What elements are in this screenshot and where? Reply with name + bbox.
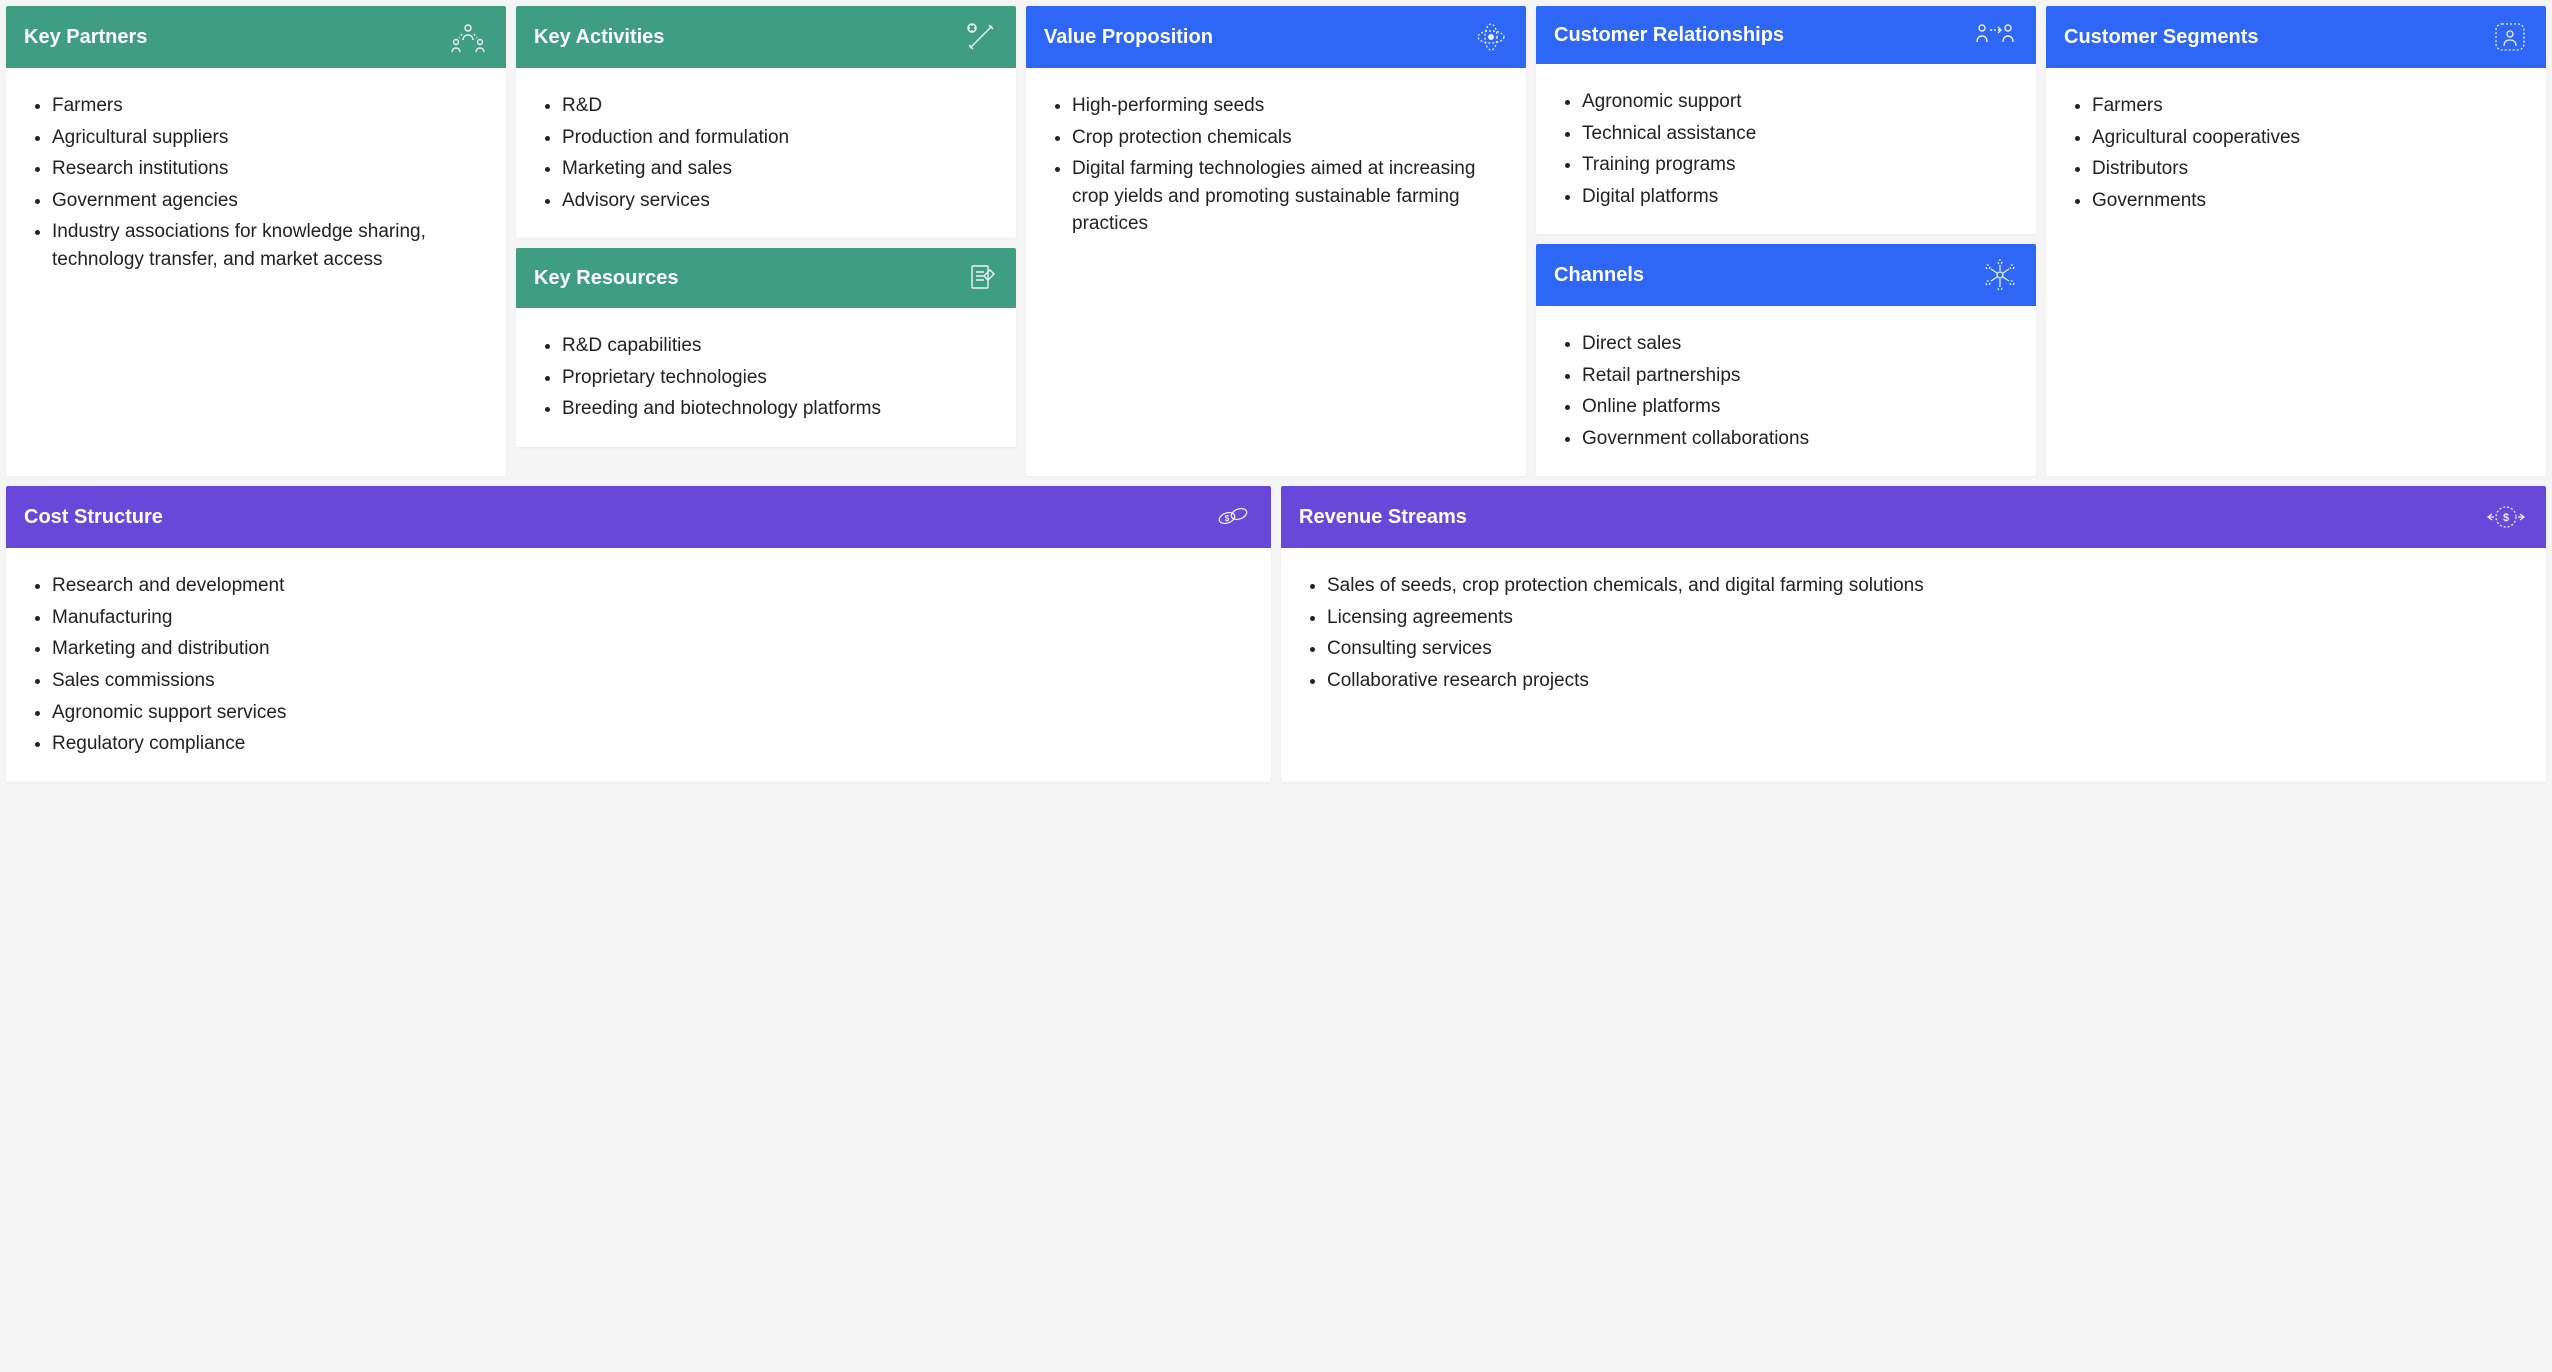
list-item: R&D capabilities (562, 332, 992, 360)
customer-relationships-header: Customer Relationships (1536, 6, 2036, 64)
segments-icon (2492, 20, 2528, 54)
list-item: Consulting services (1327, 635, 2522, 663)
svg-text:$: $ (2503, 512, 2509, 524)
key-partners-header: Key Partners (6, 6, 506, 68)
list-item: Manufacturing (52, 604, 1247, 632)
key-partners-card: Key Partners Farmers Agricultural suppli… (6, 6, 506, 476)
customer-segments-title: Customer Segments (2064, 26, 2259, 49)
bottom-row: Cost Structure $ Research and developmen… (6, 486, 2546, 781)
channels-title: Channels (1554, 264, 1644, 287)
list-item: Farmers (52, 92, 482, 120)
customer-segments-header: Customer Segments (2046, 6, 2546, 68)
channels-card: Channels Direct sales Retail partnershi (1536, 244, 2036, 476)
customer-relationships-list: Agronomic support Technical assistance T… (1560, 84, 2012, 214)
list-item: Sales commissions (52, 667, 1247, 695)
list-item: Government collaborations (1582, 425, 2012, 453)
list-item: Digital farming technologies aimed at in… (1072, 155, 1502, 238)
customer-relationships-title: Customer Relationships (1554, 24, 1784, 47)
revenue-streams-title: Revenue Streams (1299, 506, 1467, 529)
list-item: Crop protection chemicals (1072, 124, 1502, 152)
cost-structure-card: Cost Structure $ Research and developmen… (6, 486, 1271, 781)
key-resources-card: Key Resources R&D capabilities Proprieta… (516, 248, 1016, 447)
cost-structure-title: Cost Structure (24, 506, 163, 529)
list-item: Agricultural suppliers (52, 124, 482, 152)
list-item: Digital platforms (1582, 183, 2012, 211)
list-item: Sales of seeds, crop protection chemical… (1327, 572, 2522, 600)
key-resources-header: Key Resources (516, 248, 1016, 308)
value-proposition-card: Value Proposition High-performing seeds … (1026, 6, 1526, 476)
resources-icon (966, 262, 998, 294)
list-item: Governments (2092, 187, 2522, 215)
list-item: Production and formulation (562, 124, 992, 152)
key-partners-list: Farmers Agricultural suppliers Research … (30, 88, 482, 277)
cost-icon: $ (1213, 500, 1253, 534)
key-activities-header: Key Activities (516, 6, 1016, 68)
list-item: Distributors (2092, 155, 2522, 183)
list-item: Agronomic support (1582, 88, 2012, 116)
list-item: R&D (562, 92, 992, 120)
value-icon (1474, 20, 1508, 54)
relationships-icon (1972, 20, 2018, 50)
value-proposition-title: Value Proposition (1044, 26, 1213, 49)
activities-icon (964, 20, 998, 54)
cost-structure-list: Research and development Manufacturing M… (30, 568, 1247, 761)
list-item: Breeding and biotechnology platforms (562, 395, 992, 423)
list-item: Collaborative research projects (1327, 667, 2522, 695)
customer-segments-card: Customer Segments Farmers Agricultural c… (2046, 6, 2546, 476)
key-resources-list: R&D capabilities Proprietary technologie… (540, 328, 992, 427)
svg-text:$: $ (1225, 514, 1230, 523)
list-item: Marketing and distribution (52, 635, 1247, 663)
partners-icon (448, 20, 488, 54)
list-item: Research institutions (52, 155, 482, 183)
revenue-streams-list: Sales of seeds, crop protection chemical… (1305, 568, 2522, 698)
value-proposition-list: High-performing seeds Crop protection ch… (1050, 88, 1502, 242)
list-item: Training programs (1582, 151, 2012, 179)
relationships-channels-column: Customer Relationships Agronomic support… (1536, 6, 2036, 476)
list-item: Proprietary technologies (562, 364, 992, 392)
list-item: Industry associations for knowledge shar… (52, 218, 482, 273)
list-item: Farmers (2092, 92, 2522, 120)
list-item: Advisory services (562, 187, 992, 215)
key-activities-list: R&D Production and formulation Marketing… (540, 88, 992, 218)
revenue-icon: $ (2484, 500, 2528, 534)
list-item: Marketing and sales (562, 155, 992, 183)
channels-header: Channels (1536, 244, 2036, 306)
list-item: Retail partnerships (1582, 362, 2012, 390)
business-model-canvas: Key Partners Farmers Agricultural suppli… (6, 6, 2546, 782)
key-partners-title: Key Partners (24, 26, 147, 49)
list-item: Direct sales (1582, 330, 2012, 358)
customer-segments-list: Farmers Agricultural cooperatives Distri… (2070, 88, 2522, 218)
list-item: Regulatory compliance (52, 730, 1247, 758)
list-item: Online platforms (1582, 393, 2012, 421)
channels-icon (1982, 258, 2018, 292)
list-item: High-performing seeds (1072, 92, 1502, 120)
revenue-streams-card: Revenue Streams $ Sales of seeds, crop p… (1281, 486, 2546, 781)
list-item: Research and development (52, 572, 1247, 600)
customer-relationships-card: Customer Relationships Agronomic support… (1536, 6, 2036, 234)
key-activities-card: Key Activities R&D Production and formul… (516, 6, 1016, 238)
channels-list: Direct sales Retail partnerships Online … (1560, 326, 2012, 456)
activities-resources-column: Key Activities R&D Production and formul… (516, 6, 1016, 476)
list-item: Government agencies (52, 187, 482, 215)
list-item: Licensing agreements (1327, 604, 2522, 632)
list-item: Agronomic support services (52, 699, 1247, 727)
revenue-streams-header: Revenue Streams $ (1281, 486, 2546, 548)
key-resources-title: Key Resources (534, 267, 679, 290)
key-activities-title: Key Activities (534, 26, 664, 49)
list-item: Technical assistance (1582, 120, 2012, 148)
list-item: Agricultural cooperatives (2092, 124, 2522, 152)
cost-structure-header: Cost Structure $ (6, 486, 1271, 548)
value-proposition-header: Value Proposition (1026, 6, 1526, 68)
